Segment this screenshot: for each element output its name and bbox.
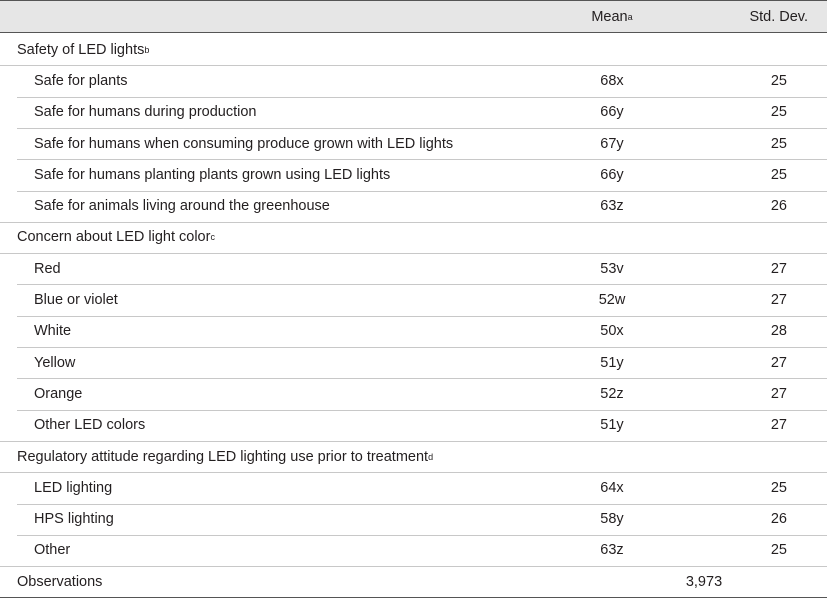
row-line [17, 127, 827, 129]
row-line [0, 65, 827, 67]
row-line [0, 253, 827, 255]
item-row: Safe for humans planting plants grown us… [0, 159, 827, 190]
section-row: Safety of LED lights b [0, 34, 827, 65]
item-label: Safe for plants [34, 72, 128, 89]
item-label: Other LED colors [34, 417, 146, 434]
item-label: Other [34, 542, 71, 559]
header-std-dev: Std. Dev. [749, 8, 808, 25]
row-line [0, 221, 827, 223]
item-std-dev: 27 [770, 385, 787, 402]
section-title: Concern about LED light color c [17, 229, 215, 246]
header-mean-text: Mean [591, 8, 628, 25]
item-std-dev: 25 [770, 72, 787, 89]
item-row: Orange 52z 27 [0, 378, 827, 409]
section-title-text: Concern about LED light color [17, 229, 211, 246]
item-std-dev: 25 [770, 166, 787, 183]
item-mean: 67y [600, 135, 624, 152]
item-row: Safe for humans when consuming produce g… [0, 128, 827, 159]
item-std-dev: 27 [770, 292, 787, 309]
item-row: LED lighting 64x 25 [0, 472, 827, 503]
item-mean: 58y [600, 511, 624, 528]
header-mean: Mean a [591, 8, 633, 25]
row-line [17, 409, 827, 411]
item-std-dev: 25 [770, 542, 787, 559]
item-std-dev: 25 [770, 479, 787, 496]
row-line [17, 315, 827, 317]
item-mean: 53v [600, 260, 624, 277]
section-row: Regulatory attitude regarding LED lighti… [0, 441, 827, 472]
header-row: Mean a Std. Dev. [0, 0, 827, 33]
item-label: Blue or violet [34, 292, 118, 309]
row-line [17, 347, 827, 348]
item-row: White 50x 28 [0, 316, 827, 347]
item-std-dev: 26 [770, 198, 787, 215]
row-line [17, 284, 827, 286]
item-label: Red [34, 260, 61, 277]
row-line [17, 96, 827, 98]
item-mean: 52w [598, 292, 626, 309]
item-mean: 66y [600, 166, 624, 183]
item-row: Other LED colors 51y 27 [0, 410, 827, 441]
item-mean: 64x [600, 479, 624, 496]
section-title: Regulatory attitude regarding LED lighti… [17, 448, 434, 465]
item-row: Yellow 51y 27 [0, 347, 827, 378]
item-row: Red 53v 27 [0, 253, 827, 284]
item-label: Safe for humans during production [34, 104, 257, 121]
section-title-text: Safety of LED lights [17, 41, 145, 58]
item-label: Yellow [34, 354, 76, 371]
item-mean: 51y [600, 417, 624, 434]
item-std-dev: 28 [770, 323, 787, 340]
item-row: Safe for animals living around the green… [0, 191, 827, 222]
item-std-dev: 25 [770, 104, 787, 121]
row-line [17, 190, 827, 192]
item-label: Orange [34, 385, 83, 402]
item-mean: 68x [600, 72, 624, 89]
item-mean: 63z [600, 542, 624, 559]
observations-value: 3,973 [685, 573, 723, 590]
observations-label: Observations [17, 573, 103, 590]
item-std-dev: 25 [770, 135, 787, 152]
item-row: Safe for humans during production 66y 25 [0, 97, 827, 128]
item-mean: 66y [600, 104, 624, 121]
row-line [17, 378, 827, 380]
item-label: Safe for animals living around the green… [34, 198, 330, 215]
row-line [0, 566, 827, 568]
item-std-dev: 26 [770, 511, 787, 528]
item-label: Safe for humans when consuming produce g… [34, 135, 454, 152]
item-std-dev: 27 [770, 354, 787, 371]
row-line [17, 534, 827, 536]
item-mean: 63z [600, 198, 624, 215]
section-title-text: Regulatory attitude regarding LED lighti… [17, 448, 429, 465]
item-row: Blue or violet 52w 27 [0, 284, 827, 315]
item-mean: 51y [600, 354, 624, 371]
item-row: HPS lighting 58y 26 [0, 504, 827, 535]
row-line [0, 472, 827, 474]
item-row: Safe for plants 68x 25 [0, 65, 827, 96]
item-std-dev: 27 [770, 260, 787, 277]
row-line [0, 440, 827, 442]
row-line [17, 159, 827, 161]
row-line [17, 503, 827, 505]
section-title: Safety of LED lights b [17, 41, 150, 58]
item-mean: 52z [600, 385, 624, 402]
item-std-dev: 27 [770, 417, 787, 434]
item-label: LED lighting [34, 479, 113, 496]
section-row: Concern about LED light color c [0, 222, 827, 253]
item-row: Other 63z 25 [0, 535, 827, 566]
item-label: White [34, 323, 72, 340]
item-label: HPS lighting [34, 511, 114, 528]
item-mean: 50x [600, 323, 624, 340]
observations-row: Observations 3,973 [0, 566, 827, 598]
item-label: Safe for humans planting plants grown us… [34, 166, 391, 183]
